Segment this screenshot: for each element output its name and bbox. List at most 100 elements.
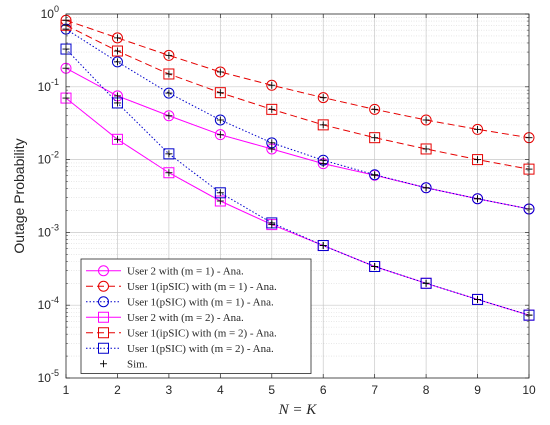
- y-tick-label: 10-5: [38, 368, 59, 385]
- y-tick-base: 10: [38, 80, 52, 94]
- legend-entry: User 2 with (m = 2) - Ana.: [86, 311, 244, 324]
- sim-point: [422, 279, 430, 287]
- sim-point: [165, 89, 173, 97]
- legend-marker: [100, 360, 107, 368]
- y-tick-base: 10: [38, 225, 52, 239]
- sim-point: [371, 171, 379, 179]
- sim-point: [165, 51, 173, 59]
- data-point: [163, 167, 175, 179]
- sim-point: [268, 81, 276, 89]
- data-point: [163, 87, 175, 99]
- legend-entry: Sim.: [100, 359, 148, 371]
- sim-point: [113, 58, 121, 66]
- x-tick-label: 8: [423, 383, 430, 397]
- legend-marker: [98, 296, 109, 308]
- sim-point: [371, 105, 379, 113]
- y-tick-exponent: -4: [51, 295, 59, 305]
- data-point: [420, 114, 432, 126]
- y-tick-exponent: 0: [54, 4, 59, 14]
- legend-entry: User 1(pSIC) with (m = 2) - Ana.: [86, 342, 274, 355]
- data-point: [214, 129, 226, 141]
- sim-point: [216, 89, 224, 97]
- sim-point: [371, 134, 379, 142]
- sim-point: [216, 131, 224, 139]
- data-point: [266, 103, 278, 115]
- y-tick-label: 10-4: [38, 295, 59, 312]
- y-tick-label: 10-3: [38, 222, 59, 239]
- y-tick-base: 10: [38, 371, 52, 385]
- sim-point: [113, 99, 121, 107]
- data-point: [111, 32, 123, 44]
- legend-label: User 1(ipSIC) with (m = 2) - Ana.: [127, 328, 277, 340]
- data-point: [369, 261, 381, 273]
- data-point: [111, 45, 123, 57]
- data-point: [369, 103, 381, 115]
- data-point: [163, 148, 175, 160]
- legend-entry: User 1(ipSIC) with (m = 1) - Ana.: [86, 280, 277, 293]
- y-tick-base: 10: [41, 7, 55, 21]
- x-tick-label: 3: [166, 383, 173, 397]
- y-tick-label: 10-1: [38, 77, 59, 94]
- data-point: [317, 119, 329, 131]
- y-tick-label: 10-2: [38, 150, 59, 167]
- data-point: [472, 123, 484, 135]
- x-tick-label: 1: [63, 383, 70, 397]
- legend-label: User 1(pSIC) with (m = 1) - Ana.: [127, 297, 274, 309]
- sim-point: [474, 295, 482, 303]
- y-tick-exponent: -1: [51, 77, 59, 87]
- legend-marker: [98, 280, 109, 292]
- sim-point: [216, 197, 224, 205]
- legend-label: User 2 with (m = 1) - Ana.: [127, 266, 244, 278]
- x-tick-label: 2: [114, 383, 121, 397]
- series-line: [65, 67, 530, 210]
- x-tick-label: 6: [320, 383, 327, 397]
- series-layer: [60, 14, 535, 321]
- y-tick-base: 10: [38, 298, 52, 312]
- data-point: [317, 240, 329, 252]
- sim-point: [268, 219, 276, 227]
- sim-point: [113, 34, 121, 42]
- data-point: [214, 114, 226, 126]
- y-tick-base: 10: [38, 153, 52, 167]
- data-point: [163, 110, 175, 122]
- sim-point: [474, 195, 482, 203]
- sim-point: [268, 139, 276, 147]
- sim-point: [165, 150, 173, 158]
- sim-point: [268, 105, 276, 113]
- legend-label: Sim.: [127, 359, 148, 371]
- data-point: [472, 154, 484, 166]
- sim-point: [216, 189, 224, 197]
- data-point: [369, 132, 381, 144]
- sim-point: [474, 125, 482, 133]
- sim-point: [319, 156, 327, 164]
- y-tick-exponent: -3: [51, 222, 59, 232]
- x-tick-label: 9: [474, 383, 481, 397]
- series-line: [65, 97, 530, 316]
- legend-marker: [98, 327, 109, 339]
- legend-label: User 1(ipSIC) with (m = 1) - Ana.: [127, 281, 277, 293]
- data-point: [214, 66, 226, 78]
- sim-point: [422, 184, 430, 192]
- legend-marker: [98, 342, 109, 354]
- sim-point: [216, 116, 224, 124]
- data-point: [317, 92, 329, 104]
- data-point: [214, 87, 226, 99]
- sim-point: [319, 121, 327, 129]
- data-point: [420, 182, 432, 194]
- x-tick-label: 4: [217, 383, 224, 397]
- x-tick-labels: 1 2 3 4 5 6 7 8 9 10: [63, 383, 536, 397]
- sim-point: [268, 145, 276, 153]
- sim-point: [113, 92, 121, 100]
- x-tick-label: 10: [522, 383, 536, 397]
- legend-entry: User 2 with (m = 1) - Ana.: [86, 265, 244, 278]
- sim-point: [165, 169, 173, 177]
- legend-entry: User 1(ipSIC) with (m = 2) - Ana.: [86, 327, 277, 340]
- sim-point: [371, 263, 379, 271]
- x-tick-label: 5: [268, 383, 275, 397]
- sim-point: [422, 145, 430, 153]
- data-point: [472, 293, 484, 305]
- plot-frame: [65, 13, 530, 379]
- data-point: [163, 49, 175, 61]
- data-point: [420, 277, 432, 289]
